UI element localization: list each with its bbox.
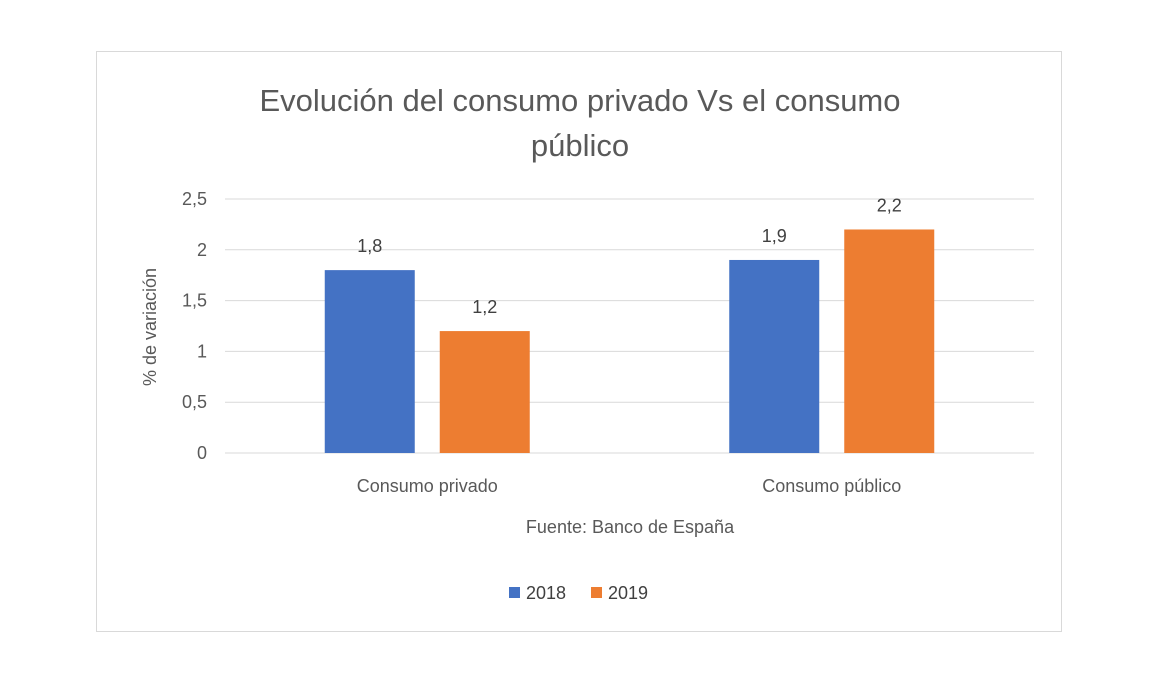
chart-frame: Evolución del consumo privado Vs el cons… bbox=[96, 51, 1062, 632]
y-axis-title: % de variación bbox=[140, 268, 160, 386]
x-axis-title: Fuente: Banco de España bbox=[526, 517, 735, 537]
category-label: Consumo privado bbox=[357, 476, 498, 496]
bar-2018-consumo-privado bbox=[324, 270, 415, 453]
y-tick-label: 2,5 bbox=[182, 189, 207, 209]
legend-label: 2019 bbox=[608, 583, 648, 603]
data-label: 1,8 bbox=[357, 236, 382, 256]
data-labels: 1,8 1,2 1,9 2,2 bbox=[357, 195, 902, 317]
bar-2019-consumo-privado bbox=[439, 331, 530, 453]
legend: 2018 2019 bbox=[509, 583, 648, 603]
bars bbox=[324, 229, 935, 453]
legend-label: 2018 bbox=[526, 583, 566, 603]
legend-swatch-2019 bbox=[591, 587, 602, 598]
data-label: 2,2 bbox=[877, 195, 902, 215]
category-labels: Consumo privado Consumo público bbox=[357, 476, 902, 496]
y-tick-label: 1 bbox=[197, 341, 207, 361]
y-tick-label: 2 bbox=[197, 240, 207, 260]
chart-title-line-2: público bbox=[531, 128, 629, 163]
bar-chart: Evolución del consumo privado Vs el cons… bbox=[140, 83, 1034, 603]
y-tick-label: 1,5 bbox=[182, 291, 207, 311]
y-axis-ticks: 0 0,5 1 1,5 2 2,5 bbox=[182, 189, 207, 463]
data-label: 1,9 bbox=[762, 226, 787, 246]
bar-2019-consumo-publico bbox=[844, 229, 935, 453]
y-tick-label: 0 bbox=[197, 443, 207, 463]
bar-2018-consumo-publico bbox=[729, 259, 820, 453]
legend-swatch-2018 bbox=[509, 587, 520, 598]
data-label: 1,2 bbox=[472, 297, 497, 317]
y-tick-label: 0,5 bbox=[182, 392, 207, 412]
chart-title-line-1: Evolución del consumo privado Vs el cons… bbox=[259, 83, 900, 118]
category-label: Consumo público bbox=[762, 476, 901, 496]
